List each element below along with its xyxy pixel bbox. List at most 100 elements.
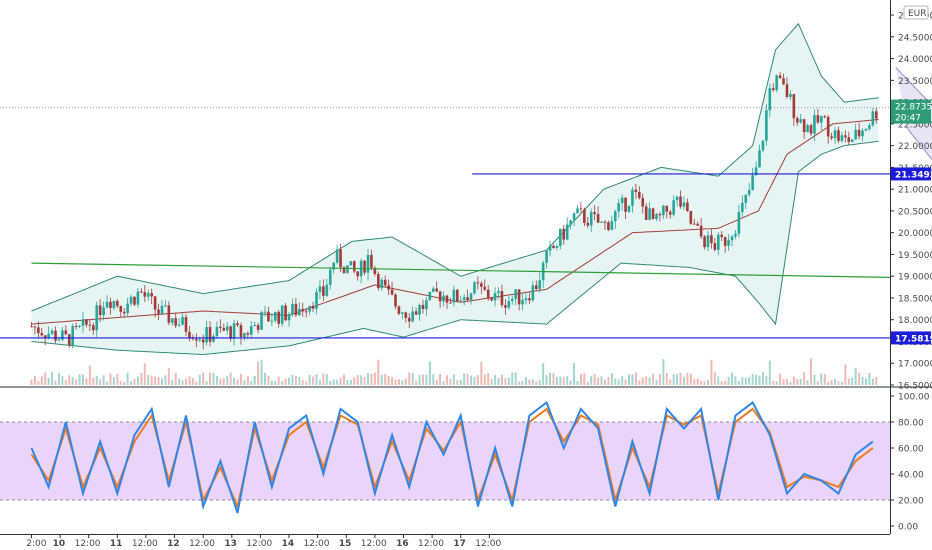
volume-bar bbox=[679, 372, 682, 385]
volume-bar bbox=[432, 374, 435, 385]
volume-bar bbox=[507, 377, 510, 385]
candle-body bbox=[88, 324, 92, 326]
currency-label: EUR bbox=[908, 9, 927, 19]
volume-bar bbox=[270, 380, 273, 385]
time-tick-label: 12:00 bbox=[304, 539, 330, 549]
volume-bar bbox=[652, 373, 655, 385]
volume-bar bbox=[603, 379, 606, 385]
volume-bar bbox=[294, 375, 297, 385]
candle-body bbox=[164, 305, 167, 307]
time-tick-label: 12:00 bbox=[361, 539, 387, 549]
candle-body bbox=[675, 196, 679, 201]
candle-body bbox=[607, 222, 610, 230]
candle-body bbox=[133, 296, 136, 305]
candle-body bbox=[102, 307, 105, 316]
volume-bar bbox=[308, 374, 311, 385]
candle-body bbox=[318, 286, 322, 292]
candle-body bbox=[335, 249, 339, 263]
candle-body bbox=[205, 327, 208, 343]
candle-body bbox=[820, 116, 823, 123]
candle-body bbox=[421, 304, 425, 310]
volume-bar bbox=[552, 373, 555, 385]
volume-bar bbox=[875, 376, 878, 385]
candle-body bbox=[662, 205, 665, 216]
volume-bar bbox=[253, 375, 256, 385]
candle-body bbox=[716, 234, 720, 250]
candle-body bbox=[119, 305, 123, 312]
volume-bar bbox=[524, 377, 527, 385]
candle-body bbox=[672, 200, 675, 215]
candle-body bbox=[442, 295, 445, 302]
volume-bar bbox=[421, 374, 424, 385]
volume-bar bbox=[442, 381, 445, 385]
candle-body bbox=[534, 285, 538, 290]
candle-body bbox=[428, 291, 432, 301]
candle-body bbox=[263, 311, 267, 313]
candle-body bbox=[816, 115, 820, 123]
volume-bar bbox=[480, 361, 483, 385]
volume-bar bbox=[263, 372, 266, 385]
candle-body bbox=[208, 327, 212, 342]
candle-body bbox=[510, 298, 514, 302]
volume-bar bbox=[634, 372, 637, 385]
candle-body bbox=[260, 312, 263, 330]
volume-bar bbox=[99, 379, 102, 385]
candle-body bbox=[692, 223, 696, 225]
time-tick-label: 12:00 bbox=[132, 539, 158, 549]
volume-bar bbox=[30, 379, 33, 385]
candle-body bbox=[723, 237, 727, 246]
candle-body bbox=[284, 305, 287, 321]
candle-body bbox=[826, 116, 830, 137]
volume-bar bbox=[617, 379, 620, 385]
time-tick-label: 13 bbox=[224, 539, 237, 549]
candle-body bbox=[366, 254, 370, 273]
price-tick-label: 20.5000 bbox=[898, 207, 932, 217]
candle-body bbox=[768, 88, 772, 111]
volume-bar bbox=[336, 379, 339, 385]
candle-body bbox=[54, 330, 57, 341]
candle-body bbox=[126, 303, 129, 314]
volume-bar bbox=[236, 379, 239, 385]
volume-bar bbox=[597, 377, 600, 385]
candle-body bbox=[287, 314, 291, 321]
candle-body bbox=[462, 297, 466, 301]
volume-bar bbox=[531, 379, 534, 385]
volume-bar bbox=[106, 381, 109, 385]
candle-body bbox=[500, 291, 504, 306]
candle-body bbox=[765, 110, 768, 141]
volume-bar bbox=[188, 376, 191, 385]
volume-bar bbox=[871, 378, 874, 385]
candle-body bbox=[699, 225, 703, 237]
volume-bar bbox=[373, 372, 376, 385]
volume-bar bbox=[195, 381, 198, 385]
candle-body bbox=[613, 211, 617, 222]
volume-bar bbox=[215, 376, 218, 385]
volume-bar bbox=[772, 380, 775, 385]
candle-body bbox=[514, 289, 517, 299]
candle-body bbox=[789, 94, 792, 97]
volume-bar bbox=[710, 359, 713, 385]
price-tick-label: 18.0000 bbox=[898, 316, 932, 326]
volume-bar bbox=[44, 372, 47, 385]
volume-bar bbox=[332, 379, 335, 385]
candle-body bbox=[469, 293, 473, 301]
volume-bar bbox=[775, 381, 778, 385]
candle-body bbox=[850, 139, 854, 143]
candle-body bbox=[857, 129, 861, 137]
volume-bar bbox=[205, 381, 208, 385]
volume-bar bbox=[446, 375, 449, 385]
volume-bar bbox=[751, 373, 754, 385]
volume-bar bbox=[487, 373, 490, 385]
candle-body bbox=[771, 88, 775, 90]
volume-bar bbox=[92, 377, 95, 385]
bb-upper-line bbox=[31, 22, 879, 312]
price-tick-label: 17.0000 bbox=[898, 360, 932, 370]
price-tick-label: 22.0000 bbox=[898, 142, 932, 152]
candle-body bbox=[734, 233, 737, 237]
volume-bar bbox=[178, 378, 181, 385]
candle-body bbox=[552, 246, 555, 248]
candle-body bbox=[480, 283, 483, 287]
candle-body bbox=[37, 327, 40, 334]
volume-bar bbox=[562, 376, 565, 385]
volume-bar bbox=[456, 380, 459, 385]
